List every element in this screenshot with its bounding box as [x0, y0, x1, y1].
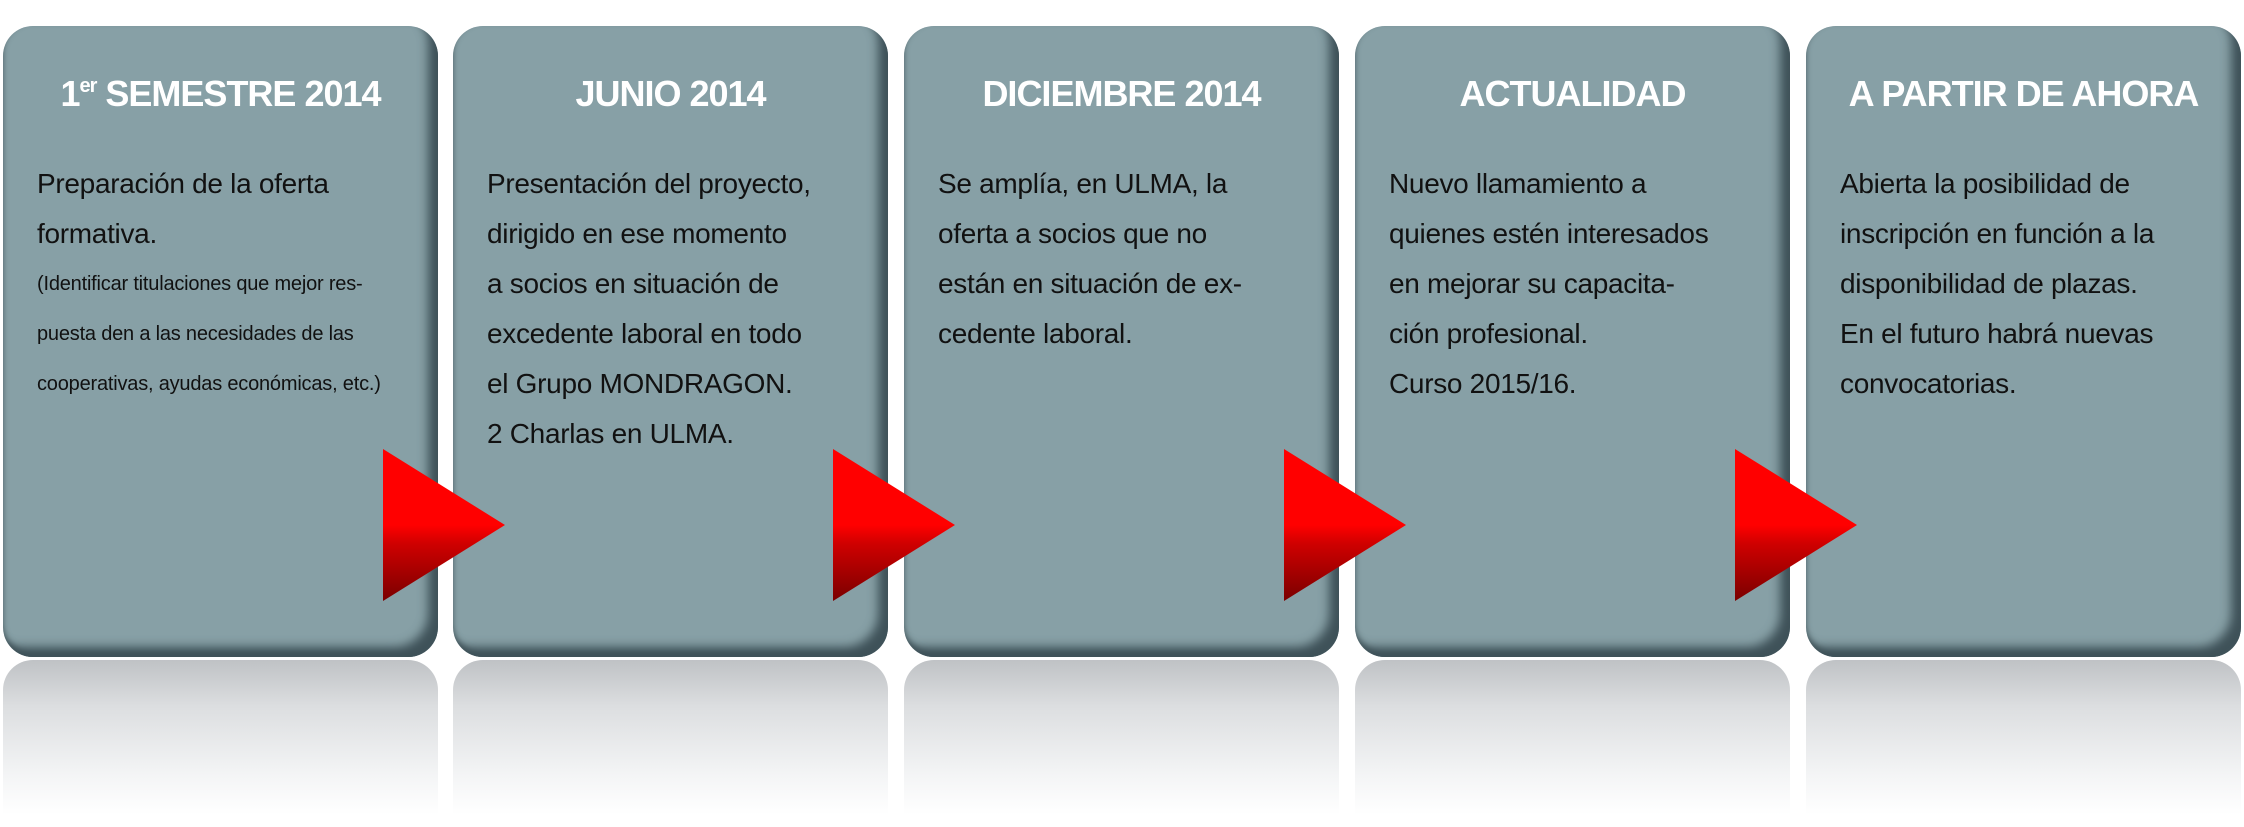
timeline-card: DICIEMBRE 2014 Se amplía, en ULMA, la ofer…	[904, 26, 1339, 657]
card-reflection	[3, 660, 438, 815]
card-body: Presentación del proyecto, dirigido en es…	[487, 159, 877, 459]
card-body: Nuevo llamamiento a quienes estén interes…	[1389, 159, 1779, 409]
card-reflection	[453, 660, 888, 815]
body-line: Presentación del proyecto,	[487, 168, 811, 199]
title-text: A PARTIR DE AHORA	[1848, 73, 2200, 114]
title-text: 1	[60, 73, 80, 114]
card-body: Se amplía, en ULMA, la oferta a socios qu…	[938, 159, 1328, 359]
card-title: DICIEMBRE 2014	[914, 54, 1329, 134]
timeline-card: ACTUALIDAD Nuevo llamamiento a quienes est…	[1355, 26, 1790, 657]
timeline-card: 1er SEMESTRE 2014 Preparación de la ofert…	[3, 26, 438, 657]
body-line: quienes estén interesados	[1389, 218, 1709, 249]
body-line: inscripción en función a la	[1840, 218, 2155, 249]
body-line: Se amplía, en ULMA, la	[938, 168, 1228, 199]
body-line: en mejorar su capacita-	[1389, 268, 1675, 299]
triangle-right-icon	[833, 449, 955, 601]
timeline-card: A PARTIR DE AHORA Abierta la posibilidad …	[1806, 26, 2241, 657]
timeline-card: JUNIO 2014 Presentación del proyecto, diri…	[453, 26, 888, 657]
body-line: Preparación de la oferta	[37, 168, 329, 199]
body-line: a socios en situación de	[487, 268, 779, 299]
body-line: dirigido en ese momento	[487, 218, 787, 249]
card-reflection	[1806, 660, 2241, 815]
body-line: cedente laboral.	[938, 318, 1133, 349]
title-text: JUNIO 2014	[575, 73, 766, 114]
body-line: están en situación de ex-	[938, 268, 1242, 299]
note-line: cooperativas, ayudas económicas, etc.)	[37, 373, 381, 395]
body-line: excedente laboral en todo	[487, 318, 802, 349]
title-text: ACTUALIDAD	[1459, 73, 1687, 114]
card-title: A PARTIR DE AHORA	[1816, 54, 2231, 134]
body-line: formativa.	[37, 218, 157, 249]
body-line: disponibilidad de plazas.	[1840, 268, 2138, 299]
body-line: convocatorias.	[1840, 368, 2017, 399]
note-line: puesta den a las necesidades de las	[37, 323, 354, 345]
title-text: DICIEMBRE 2014	[982, 73, 1261, 114]
body-line: En el futuro habrá nuevas	[1840, 318, 2154, 349]
body-line: ción profesional.	[1389, 318, 1588, 349]
body-line: Curso 2015/16.	[1389, 368, 1577, 399]
card-title: ACTUALIDAD	[1365, 54, 1780, 134]
title-superscript: er	[79, 75, 98, 97]
title-text-rest: SEMESTRE 2014	[96, 73, 381, 114]
triangle-right-icon	[383, 449, 505, 601]
card-title: 1er SEMESTRE 2014	[13, 54, 428, 134]
body-line: oferta a socios que no	[938, 218, 1207, 249]
body-line: 2 Charlas en ULMA.	[487, 418, 734, 449]
card-title: JUNIO 2014	[463, 54, 878, 134]
card-body: Abierta la posibilidad de inscripción en …	[1840, 159, 2230, 409]
card-body: Preparación de la oferta formativa. (Ident…	[37, 159, 427, 409]
body-line: Nuevo llamamiento a	[1389, 168, 1647, 199]
triangle-right-icon	[1284, 449, 1406, 601]
triangle-right-icon	[1735, 449, 1857, 601]
note-line: (Identificar titulaciones que mejor res-	[37, 273, 363, 295]
card-reflection	[1355, 660, 1790, 815]
card-reflection	[904, 660, 1339, 815]
body-line: el Grupo MONDRAGON.	[487, 368, 793, 399]
body-line: Abierta la posibilidad de	[1840, 168, 2130, 199]
